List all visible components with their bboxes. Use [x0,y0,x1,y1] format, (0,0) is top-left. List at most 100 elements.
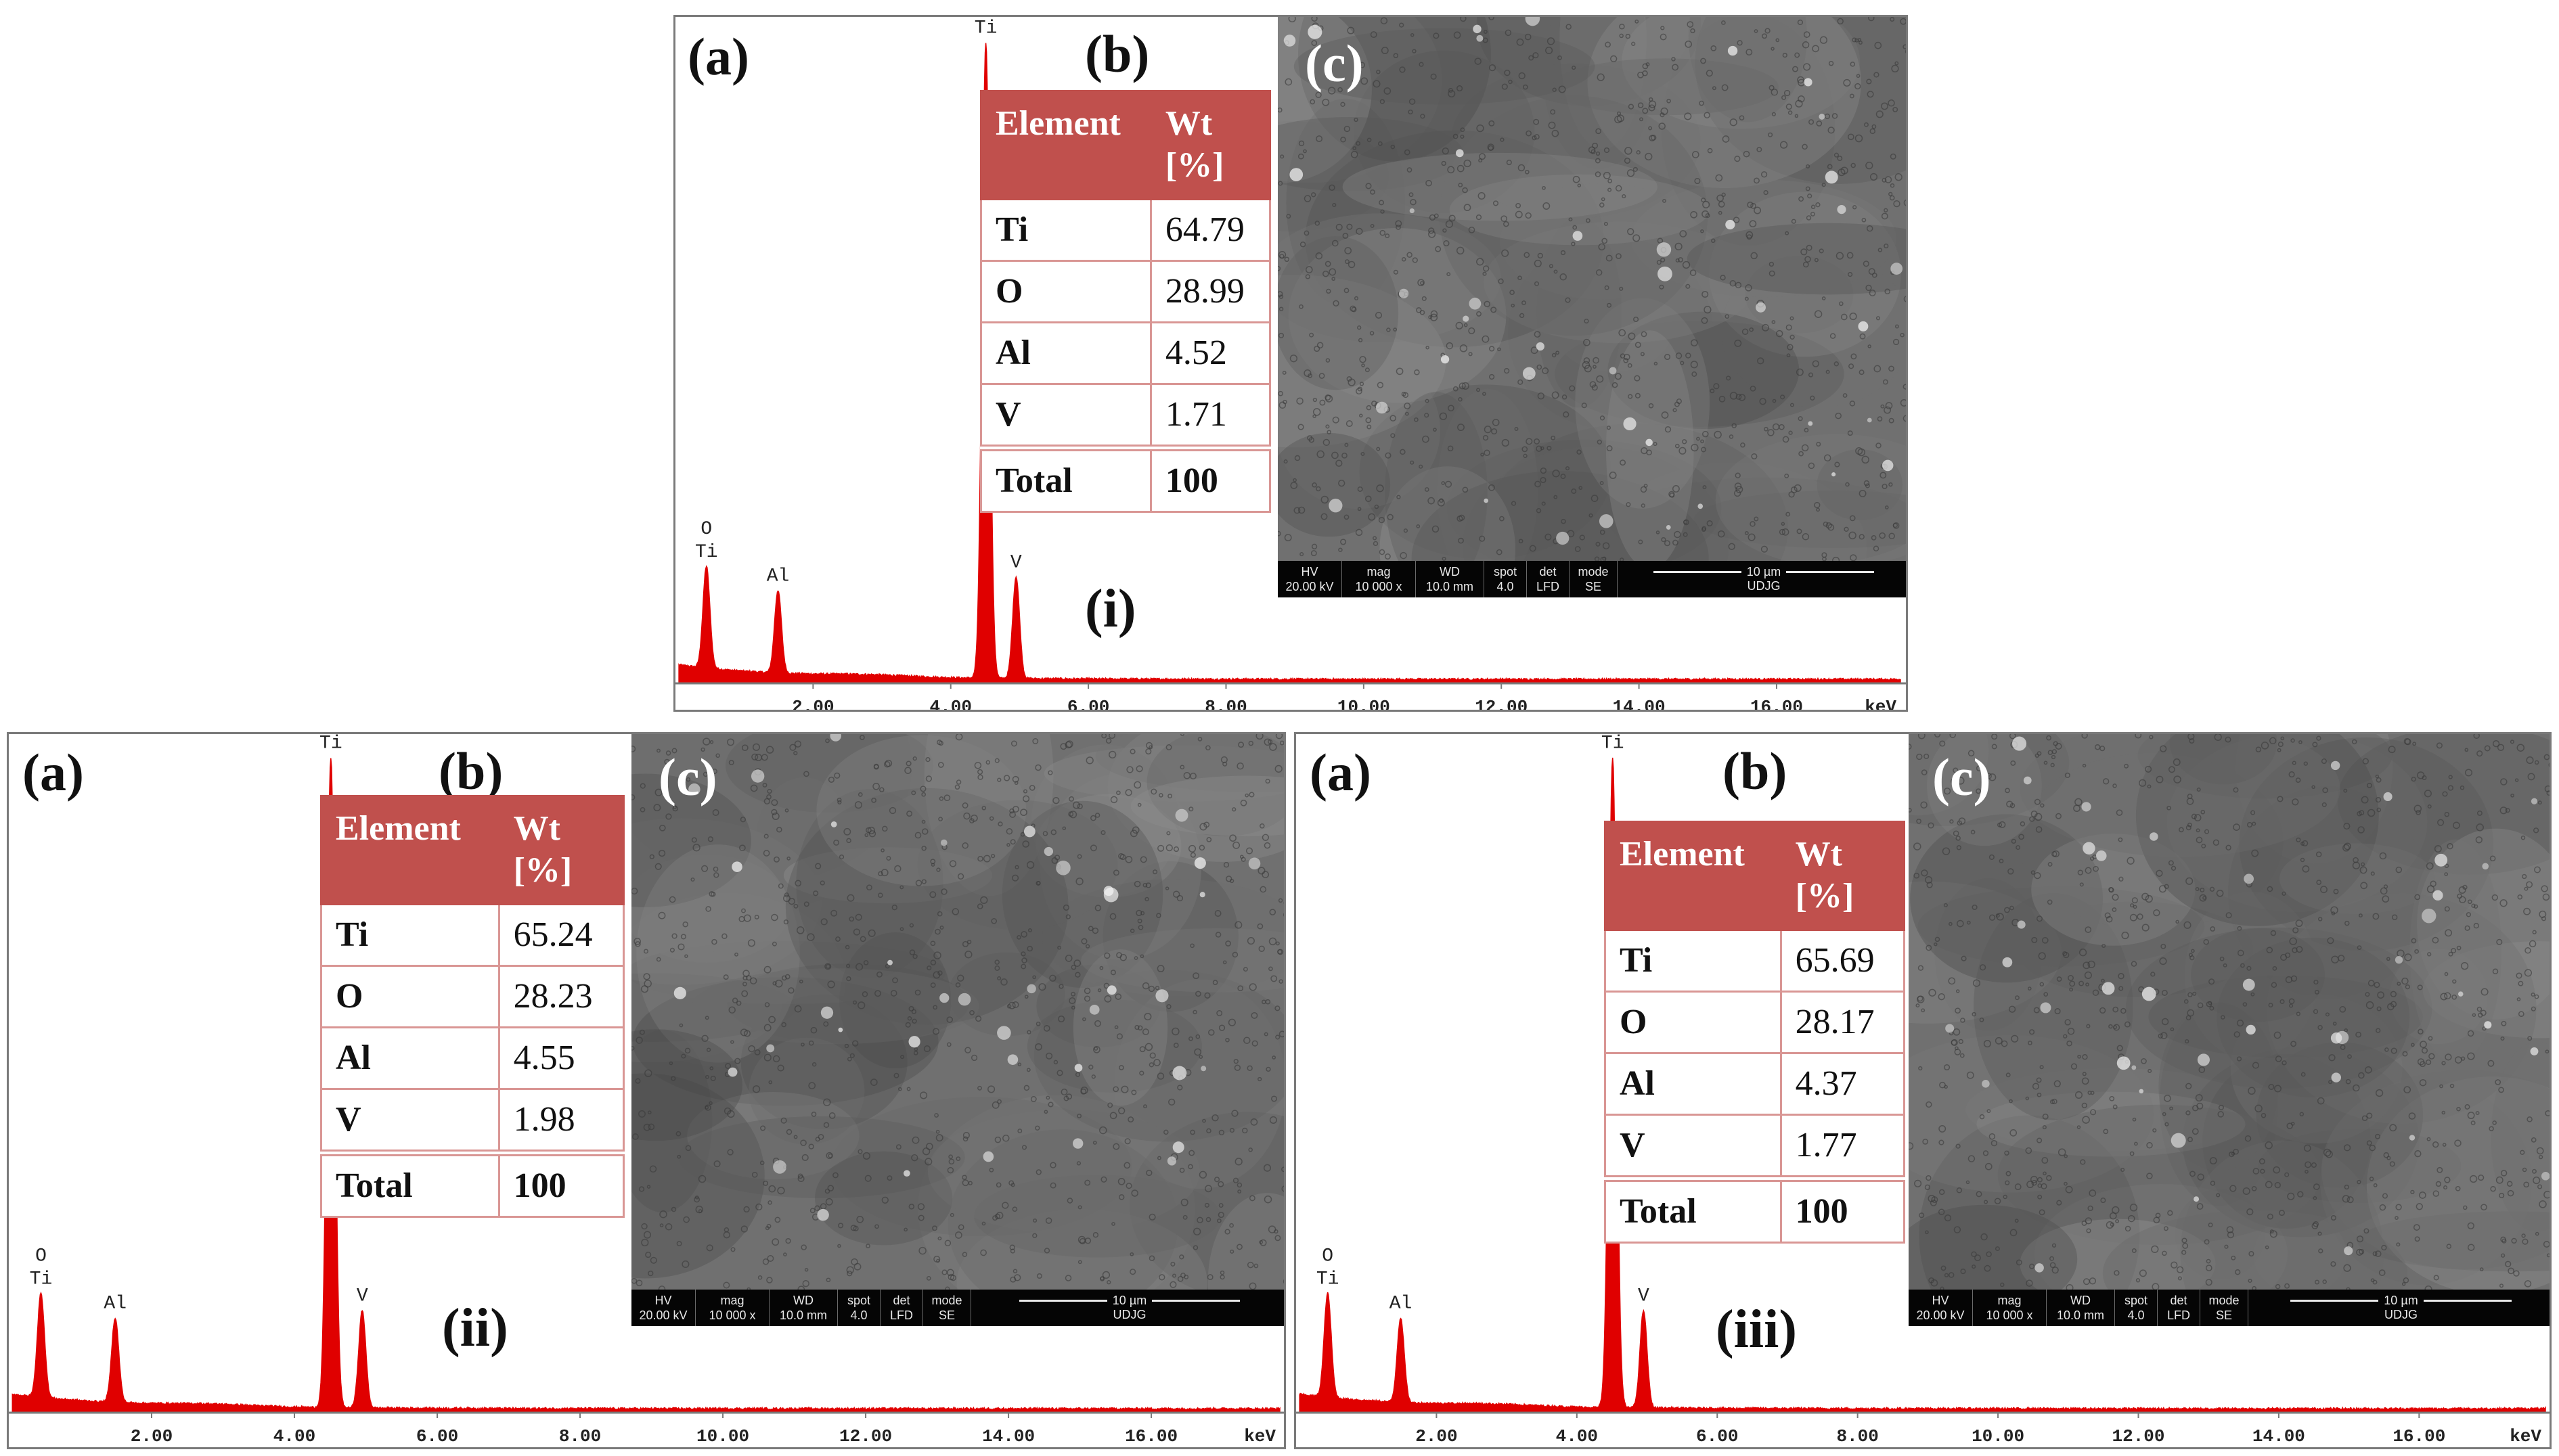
table-row: V 1.71 [980,382,1272,449]
wt-cell: 4.55 [497,1026,625,1090]
info-header: spot [847,1293,871,1307]
table-row: O 28.99 [980,259,1272,323]
element-cell: Ti [980,198,1152,262]
scale-text: 10 µm [1746,565,1781,578]
element-cell: V [980,382,1152,449]
info-header: HV [654,1293,672,1307]
table-row: O 28.23 [320,964,625,1028]
info-header: HV [1301,564,1318,578]
sem-micrograph: (c) HV 20.00 kV mag 10 000 x WD 10.0 mm spot 4.0… [1278,17,1906,597]
info-header: mag [720,1293,744,1307]
x-tick-label: 14.00 [1613,697,1666,712]
info-det: det LFD [2158,1290,2200,1326]
scale-bar-right [1152,1300,1241,1302]
wt-cell: 28.17 [1779,990,1906,1054]
scale-bar-right [1786,571,1875,573]
info-header: WD [793,1293,814,1307]
info-hv: HV 20.00 kV [1278,561,1342,597]
info-value: 10.0 mm [2056,1309,2105,1322]
x-tick-label: 4.00 [1556,1426,1598,1447]
info-value: 20.00 kV [1285,580,1334,593]
spectrum-sublabel: (a) [22,743,84,802]
element-cell: Al [980,321,1152,385]
info-header: mode [931,1293,962,1307]
info-spot: spot 4.0 [2115,1290,2158,1326]
info-value: LFD [1536,580,1559,593]
info-header: det [2170,1293,2187,1307]
total-row: Total 100 [1604,1175,1906,1244]
table-row: Al 4.55 [320,1026,625,1090]
info-header: mag [1997,1293,2022,1307]
info-mag: mag 10 000 x [696,1290,770,1326]
info-value: 10 000 x [1355,580,1402,593]
table-row: Ti 64.79 [980,198,1272,262]
info-wd: WD 10.0 mm [1416,561,1484,597]
composition-table: Element Wt [%] Ti 65.24 O 28.23 Al 4.55 V 1.98 Tota… [320,795,625,1218]
info-mode: mode SE [923,1290,971,1326]
peak-label: Ti [695,542,718,563]
x-tick-label: 16.00 [2393,1426,2445,1447]
x-tick-label: 8.00 [1205,697,1247,712]
x-axis-label: keV [1865,697,1896,712]
peak-label: O [35,1246,47,1267]
total-value: 100 [497,1149,625,1218]
info-header: det [1539,564,1557,578]
peak-label: Ti [1316,1269,1339,1290]
sem-texture [1909,734,2550,1326]
x-tick-label: 8.00 [559,1426,601,1447]
x-tick-label: 12.00 [839,1426,892,1447]
wt-cell: 65.69 [1779,928,1906,993]
x-tick-label: 8.00 [1836,1426,1878,1447]
element-cell: V [320,1087,500,1154]
sem-info-bar: HV 20.00 kV mag 10 000 x WD 10.0 mm spot 4.0 det… [631,1290,1284,1326]
peak-label: Al [767,566,790,587]
info-det: det LFD [1527,561,1570,597]
peak-label: V [1010,552,1022,573]
table-row: V 1.98 [320,1087,625,1154]
x-tick-label: 6.00 [1067,697,1109,712]
table-sublabel: (b) [439,742,504,800]
peak-label: V [1638,1286,1649,1307]
peak-label: Al [104,1294,127,1315]
scale-bar-left [1019,1300,1107,1302]
x-tick-label: 10.00 [1972,1426,2024,1447]
info-value: 4.0 [1496,580,1514,593]
peak-label: Ti [30,1269,53,1290]
info-value: 10 000 x [1986,1309,2033,1322]
wt-cell: 1.71 [1149,382,1272,449]
info-hv: HV 20.00 kV [1909,1290,1973,1326]
sem-info-bar: HV 20.00 kV mag 10 000 x WD 10.0 mm spot 4.0 det… [1909,1290,2550,1326]
total-label: Total [320,1149,500,1218]
peak-label: Ti [1601,734,1624,754]
peak-label: Al [1389,1294,1412,1315]
x-axis-label: keV [1244,1426,1276,1447]
wt-cell: 28.99 [1149,259,1272,323]
table-row: Ti 65.24 [320,903,625,967]
element-cell: V [1604,1113,1782,1180]
scale-text: 10 µm [2384,1294,2418,1307]
panel-label: (ii) [442,1298,508,1358]
peak-label: Ti [975,18,998,39]
x-axis-label: keV [2510,1426,2541,1447]
total-label: Total [980,444,1152,513]
table-row: O 28.17 [1604,990,1906,1054]
element-cell: Al [320,1026,500,1090]
wt-cell: 65.24 [497,903,625,967]
wt-header: Wt [%] [497,795,625,905]
total-value: 100 [1779,1175,1906,1244]
total-row: Total 100 [980,444,1272,513]
total-row: Total 100 [320,1149,625,1218]
peak-label: O [1322,1246,1333,1267]
scale-bar-right [2423,1300,2512,1302]
info-det: det LFD [881,1290,923,1326]
element-cell: O [1604,990,1782,1054]
micrograph-sublabel: (c) [1932,748,1991,806]
micrograph-sublabel: (c) [1305,34,1364,93]
table-sublabel: (b) [1722,742,1787,800]
wt-header: Wt [%] [1149,90,1272,200]
x-tick-label: 12.00 [1475,697,1528,712]
scale-bar: 10 µm UDJG [971,1290,1284,1326]
element-header: Element [980,90,1152,200]
wt-cell: 28.23 [497,964,625,1028]
org-text: UDJG [1747,579,1781,593]
